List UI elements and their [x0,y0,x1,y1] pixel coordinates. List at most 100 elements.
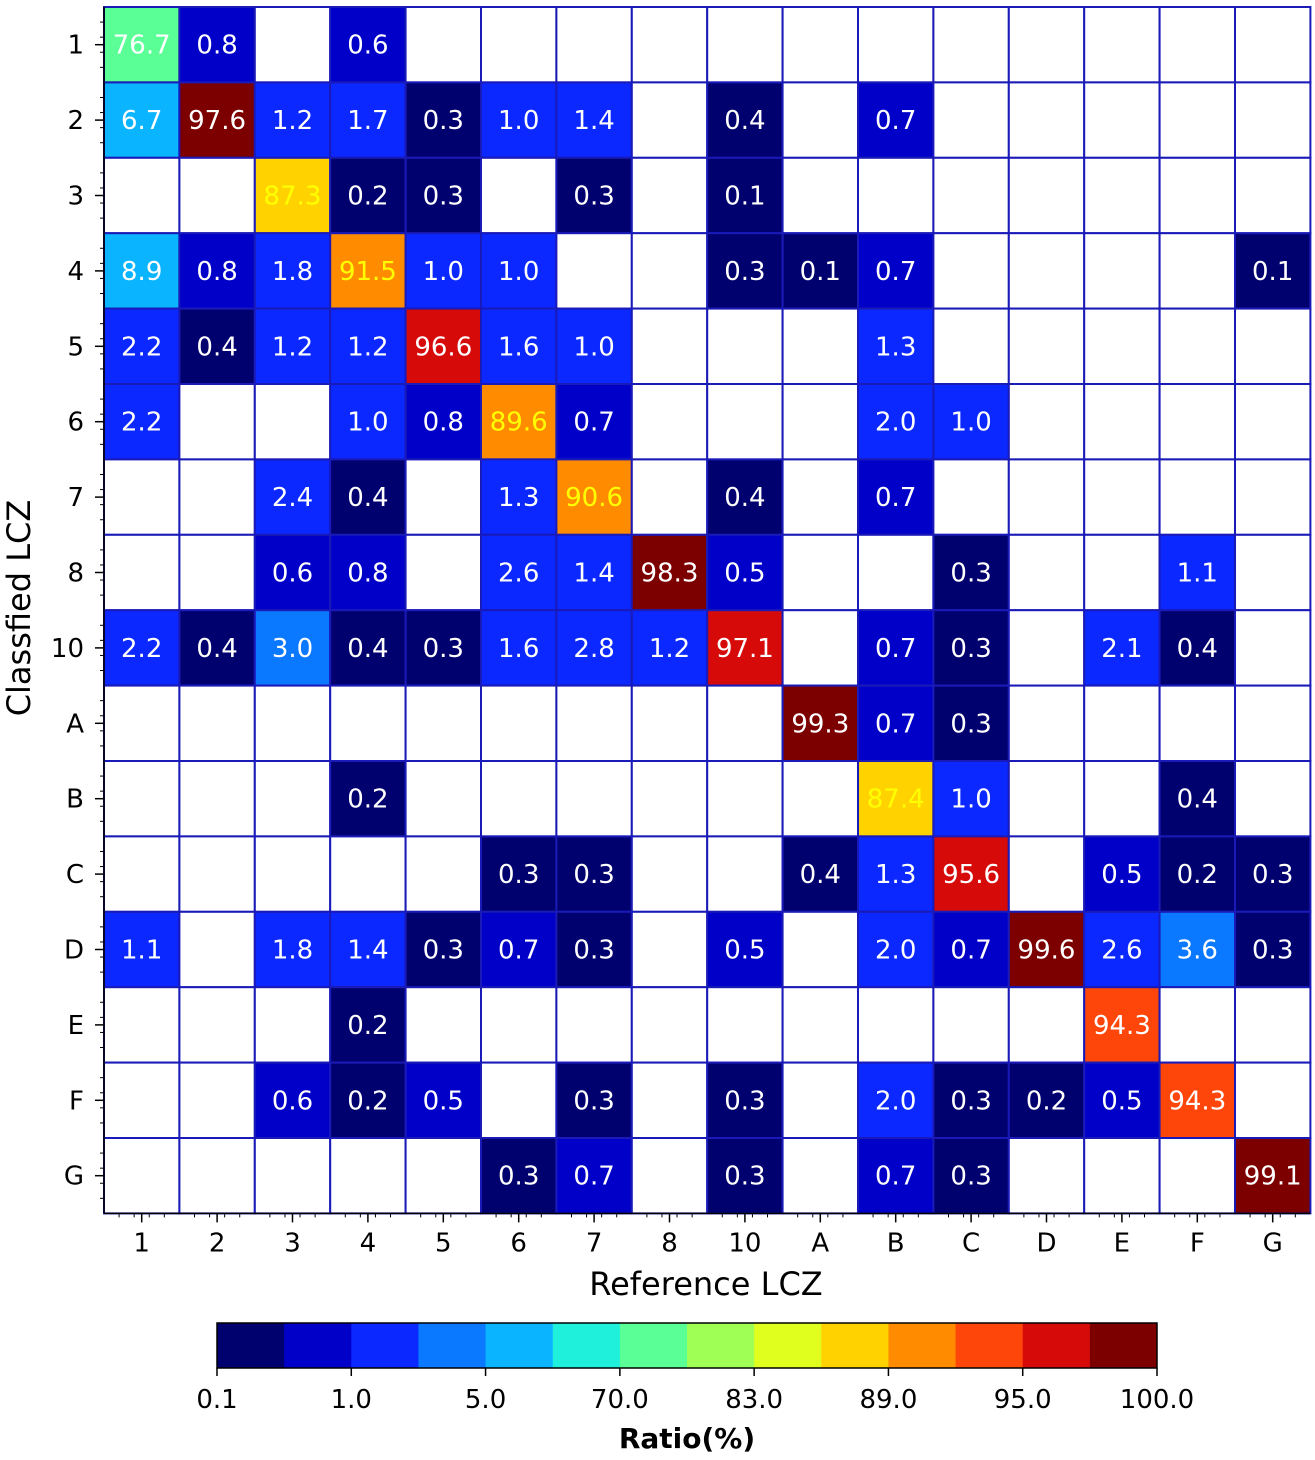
cell-value-label: 76.7 [113,31,171,61]
cell-value-label: 0.1 [800,257,841,287]
cell-value-label: 0.7 [875,634,916,664]
colorbar-segment [821,1323,889,1368]
heatmap-cell [253,1137,332,1215]
cell-value-label: 1.7 [347,106,388,136]
heatmap-cell [1158,910,1236,989]
heatmap-cell [253,533,332,612]
heatmap-cell [329,684,407,762]
heatmap-cell [1007,609,1086,687]
cell-value-label: 0.4 [347,483,388,513]
heatmap-cell [404,533,483,612]
heatmap-cell [630,1137,709,1215]
heatmap-cell [555,684,633,762]
heatmap-cell [1234,383,1312,461]
heatmap-cell [706,835,784,913]
y-tick-label: 5 [67,332,84,362]
colorbar-segment [888,1323,957,1368]
cell-value-label: 90.6 [565,483,623,513]
heatmap-cell [178,986,256,1064]
heatmap-cell [932,232,1010,310]
cell-value-label: 94.3 [1168,1086,1226,1116]
cell-value-label: 2.2 [121,332,162,362]
cell-value-label: 0.2 [347,182,388,212]
x-tick-label: F [1190,1228,1205,1258]
cell-value-label: 0.7 [498,936,539,966]
colorbar-segment [351,1323,419,1368]
x-tick-label: G [1263,1228,1283,1258]
heatmap-cell [630,1061,709,1139]
heatmap-cell [1158,6,1236,84]
cell-value-label: 0.3 [573,1086,614,1116]
heatmap-cell [932,1061,1010,1139]
cell-value-label: 1.4 [347,936,388,966]
cell-value-label: 97.6 [188,106,246,136]
cell-value-label: 1.0 [498,106,539,136]
cell-value-label: 1.2 [272,332,313,362]
cell-value-label: 0.4 [196,332,237,362]
cell-value-label: 1.3 [875,860,916,890]
heatmap-cell [178,307,256,386]
heatmap-cell [932,6,1010,84]
cell-value-label: 0.7 [573,408,614,438]
heatmap-cell [932,458,1010,536]
x-tick-label: 8 [661,1228,678,1258]
cell-value-label: 0.5 [423,1086,464,1116]
heatmap-cell [630,383,709,461]
cell-value-label: 2.1 [1101,634,1142,664]
y-tick-label: 1 [67,31,84,61]
heatmap-cell [480,81,558,159]
heatmap-cell [630,533,709,612]
x-tick-label: 6 [510,1228,527,1258]
x-tick-label: B [887,1228,905,1258]
heatmap-cell [1007,1137,1086,1215]
heatmap-cell [1234,81,1312,159]
heatmap-cell [932,81,1010,159]
heatmap-cell [329,1061,407,1139]
heatmap-cell [480,609,558,687]
colorbar-tick-label: 1.0 [331,1385,372,1415]
heatmap-cell [706,760,784,838]
heatmap-cell [1234,232,1312,310]
heatmap-cell [253,383,332,461]
heatmap-cell [630,81,709,159]
cell-value-label: 2.6 [498,559,539,589]
cell-value-label: 0.6 [272,559,313,589]
heatmap-cell [1234,910,1312,989]
cell-value-label: 1.4 [573,559,614,589]
cell-value-label: 0.4 [724,483,765,513]
heatmap-cell [781,307,859,386]
heatmap-cell [857,1137,935,1215]
heatmap-cell [781,81,859,159]
heatmap-cell [103,910,181,989]
heatmap-cell [253,458,332,536]
heatmap-cell [1158,156,1236,235]
cell-value-label: 0.2 [347,785,388,815]
y-tick-label: 2 [67,106,84,136]
cell-value-label: 1.0 [498,257,539,287]
cell-value-label: 0.2 [1177,860,1218,890]
cell-value-label: 0.3 [573,182,614,212]
heatmap-cell [1007,81,1086,159]
heatmap-cell [781,156,859,235]
heatmap-cell [706,1137,784,1215]
heatmap-cell [103,1061,181,1139]
heatmap-cell [1158,986,1236,1064]
cell-value-label: 1.8 [272,936,313,966]
heatmap-axes: 1 2 3 4 5 6 7 8 10 A B C D E F G 1 2 3 4 5 6 7 8 10 A B C D E F G [51,7,1311,1258]
x-tick-label: 10 [728,1228,761,1258]
cell-value-label: 1.0 [573,332,614,362]
cell-value-label: 1.6 [498,634,539,664]
heatmap-cell [480,760,558,838]
cell-value-label: 0.4 [1177,785,1218,815]
cell-value-label: 99.3 [791,709,849,739]
heatmap-cell [1083,458,1161,536]
cell-value-label: 99.1 [1244,1162,1302,1192]
y-axis-label: Classfied LCZ [0,500,38,717]
heatmap-cell [404,760,483,838]
heatmap-cell [857,6,935,84]
heatmap-cell [781,1137,859,1215]
heatmap-cell [404,835,483,913]
x-axis-label: Reference LCZ [589,1265,822,1303]
heatmap-cell [706,6,784,84]
cell-value-label: 1.0 [950,408,991,438]
